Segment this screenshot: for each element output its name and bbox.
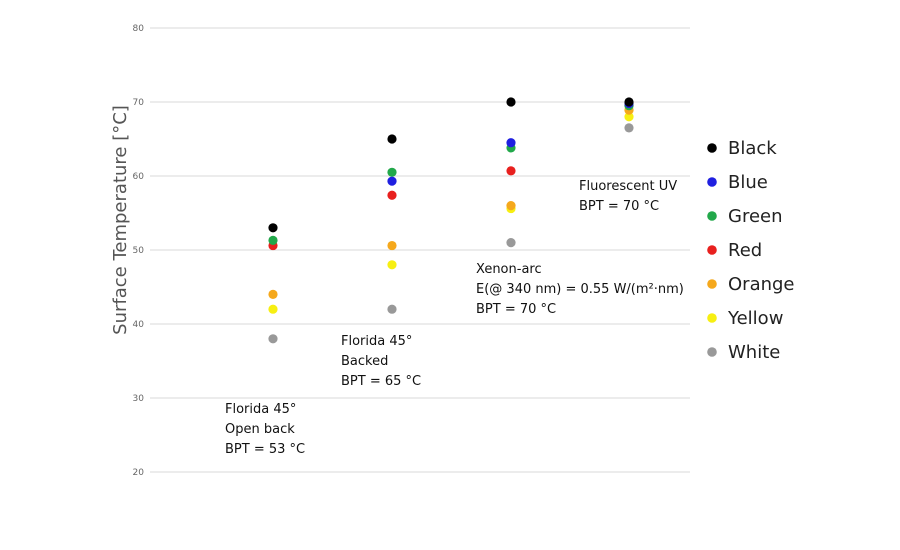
legend-marker-yellow	[707, 313, 717, 323]
annotation-2-line-2: Backed	[341, 354, 388, 369]
point-black-1	[268, 223, 278, 233]
y-tick-label: 60	[133, 172, 145, 182]
annotation-3-line-2: E(@ 340 nm) = 0.55 W/(m²·nm)	[476, 282, 684, 297]
point-red-3	[506, 166, 516, 176]
y-tick-label: 30	[133, 394, 145, 404]
legend-label-orange: Orange	[728, 274, 795, 295]
annotation-3-line-1: Xenon-arc	[476, 262, 542, 277]
point-black-3	[506, 97, 516, 107]
legend-marker-orange	[707, 279, 717, 289]
annotation-4-line-1: Fluorescent UV	[579, 179, 677, 194]
annotation-1-line-2: Open back	[225, 422, 295, 437]
annotation-2-line-3: BPT = 65 °C	[341, 374, 421, 389]
point-white-2	[387, 304, 397, 314]
legend-marker-black	[707, 143, 717, 153]
point-green-2	[387, 167, 397, 177]
point-yellow-2	[387, 260, 397, 270]
point-red-2	[387, 190, 397, 200]
legend-marker-green	[707, 211, 717, 221]
point-white-4	[624, 123, 634, 133]
annotation-2-line-1: Florida 45°	[341, 334, 412, 349]
point-yellow-1	[268, 304, 278, 314]
legend-label-yellow: Yellow	[727, 308, 783, 329]
annotation-3-line-3: BPT = 70 °C	[476, 302, 556, 317]
legend-label-red: Red	[728, 240, 762, 261]
legend-label-green: Green	[728, 206, 783, 227]
y-axis-label: Surface Temperature [°C]	[110, 105, 131, 335]
point-orange-1	[268, 289, 278, 299]
point-green-1	[268, 235, 278, 245]
legend-marker-red	[707, 245, 717, 255]
point-black-2	[387, 134, 397, 144]
legend-marker-blue	[707, 177, 717, 187]
y-tick-label: 40	[133, 320, 145, 330]
legend-label-blue: Blue	[728, 172, 768, 193]
annotation-4-line-2: BPT = 70 °C	[579, 199, 659, 214]
point-orange-2	[387, 240, 397, 251]
point-blue-2	[387, 176, 397, 186]
y-tick-label: 80	[133, 24, 145, 34]
annotation-1-line-1: Florida 45°	[225, 402, 296, 417]
y-tick-label: 20	[133, 468, 145, 478]
point-white-1	[268, 334, 278, 344]
point-white-3	[506, 238, 516, 248]
y-tick-label: 50	[133, 246, 145, 256]
annotation-1-line-3: BPT = 53 °C	[225, 442, 305, 457]
legend-marker-white	[707, 347, 717, 357]
legend-label-black: Black	[728, 138, 777, 159]
y-tick-label: 70	[133, 98, 145, 108]
point-blue-3	[506, 138, 516, 148]
point-yellow-4	[624, 112, 634, 122]
legend-label-white: White	[728, 342, 780, 363]
point-orange-3	[506, 201, 516, 211]
point-black-4	[624, 97, 634, 107]
